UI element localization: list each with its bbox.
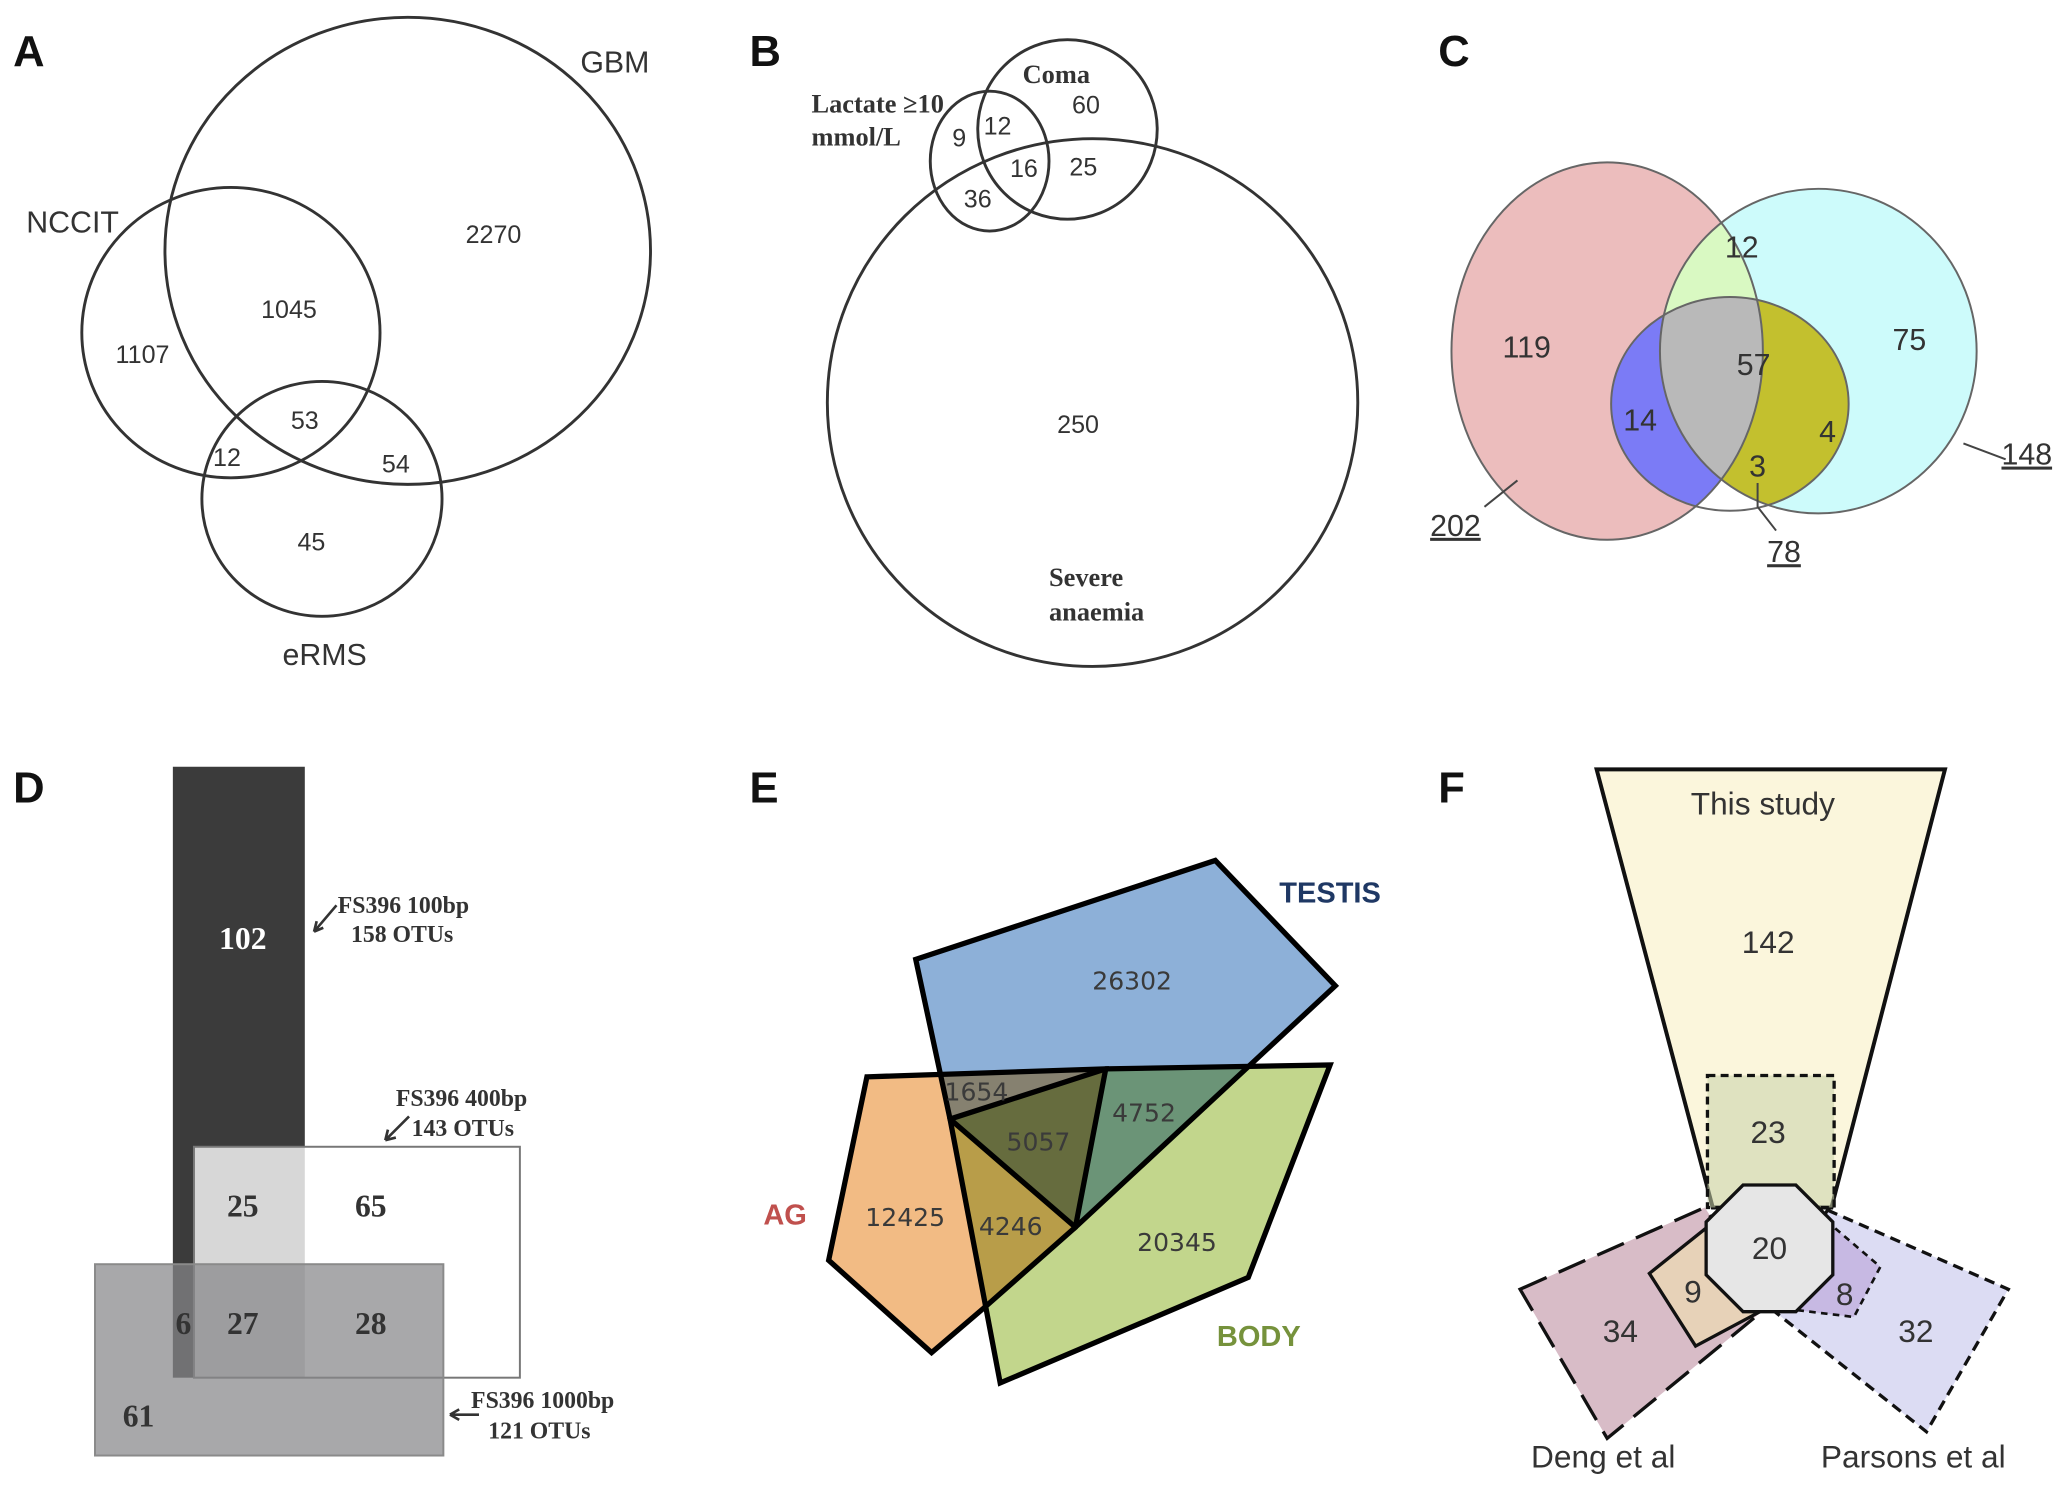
set-label-deng: Deng et al <box>1531 1438 1675 1474</box>
set-label-1000bp: FS396 1000bp <box>471 1388 614 1414</box>
region-count: 16 <box>1010 155 1038 183</box>
region-count: 20345 <box>1137 1228 1217 1257</box>
region-count: 12 <box>1725 231 1759 264</box>
coma-circle <box>976 38 1159 221</box>
region-count: 1654 <box>945 1078 1009 1107</box>
region-count: 45 <box>297 528 325 556</box>
region-count: 65 <box>355 1189 387 1224</box>
set-label-coma: Coma <box>1023 59 1090 89</box>
leader-line <box>1483 479 1519 508</box>
region-count: 5057 <box>1007 1128 1071 1157</box>
panel-a: A GBM NCCIT eRMS 2270 1045 1107 53 12 54… <box>13 15 652 672</box>
set-count-1000bp: 121 OTUs <box>488 1418 590 1444</box>
region-count: 25 <box>227 1189 259 1224</box>
arrow-icon <box>312 904 338 933</box>
erms-circle <box>200 380 444 618</box>
set-label-parsons: Parsons et al <box>1821 1438 2006 1474</box>
total-middle: 78 <box>1767 536 1801 569</box>
severe-anaemia-circle <box>825 137 1360 668</box>
gbm-circle <box>163 15 652 486</box>
region-count: 27 <box>227 1306 259 1341</box>
region-count: 75 <box>1892 324 1926 357</box>
region-count: 61 <box>123 1399 155 1434</box>
region-count: 12 <box>213 444 241 472</box>
set-1000bp-rect <box>94 1263 445 1457</box>
region-count: 4246 <box>979 1212 1043 1241</box>
region-count: 12 <box>984 113 1012 141</box>
total-right: 148 <box>2001 439 2052 472</box>
leader-line <box>1756 483 1777 532</box>
region-count: 36 <box>964 185 992 213</box>
panel-label-b: B <box>749 28 780 76</box>
set-label-ag: AG <box>763 1200 807 1232</box>
panel-label-a: A <box>13 28 44 76</box>
region-count: 119 <box>1502 332 1550 365</box>
set-label-nccit: NCCIT <box>26 206 119 239</box>
region-count: 9 <box>952 125 966 153</box>
set-label-this-study: This study <box>1691 785 1835 821</box>
region-count: 34 <box>1603 1313 1638 1349</box>
panel-b: B Lactate ≥10 mmol/L Coma Severe anaemia… <box>749 28 1360 668</box>
region-count: 102 <box>219 921 266 956</box>
region-count: 9 <box>1684 1273 1702 1309</box>
panel-label-c: C <box>1438 28 1469 76</box>
region-count: 60 <box>1072 92 1100 120</box>
region-count: 14 <box>1623 404 1657 437</box>
region-count: 6 <box>175 1306 191 1341</box>
region-count: 25 <box>1069 154 1097 182</box>
panel-label-f: F <box>1438 764 1465 812</box>
lactate-circle <box>928 89 1051 233</box>
region-count: 57 <box>1737 349 1771 382</box>
set-label-lactate: Lactate ≥10 <box>812 88 944 118</box>
region-count: 12425 <box>865 1203 945 1232</box>
arrow-icon <box>449 1408 479 1422</box>
region-count: 54 <box>382 450 410 478</box>
set-label-body: BODY <box>1217 1321 1301 1353</box>
region-count: 3 <box>1749 450 1766 483</box>
panel-label-d: D <box>13 764 44 812</box>
region-count: 53 <box>291 407 319 435</box>
set-count-400bp: 143 OTUs <box>412 1116 514 1142</box>
panel-label-e: E <box>749 764 778 812</box>
region-count: 2270 <box>466 221 522 249</box>
arrow-icon <box>384 1115 410 1142</box>
set-label-erms: eRMS <box>282 639 366 672</box>
set-label-testis: TESTIS <box>1279 878 1381 910</box>
region-count: 23 <box>1751 1114 1786 1150</box>
region-count: 142 <box>1742 924 1795 960</box>
set-label-100bp: FS396 100bp <box>338 893 469 919</box>
panel-e: E TESTIS AG BODY 26302 1654 5057 4752 12… <box>749 764 1381 1387</box>
region-count: 20 <box>1752 1230 1787 1266</box>
region-count: 26302 <box>1092 967 1172 996</box>
region-count: 1045 <box>261 296 317 324</box>
panel-c: C 119 12 57 75 14 4 3 202 78 148 <box>1430 28 2052 569</box>
nccit-circle <box>80 186 382 480</box>
region-count: 32 <box>1898 1313 1933 1349</box>
set-label-gbm: GBM <box>580 47 649 80</box>
region-count: 4 <box>1819 416 1836 449</box>
set-label-lactate-unit: mmol/L <box>812 121 901 151</box>
leader-line <box>1963 442 2007 461</box>
region-count: 28 <box>355 1306 387 1341</box>
total-left: 202 <box>1430 510 1481 543</box>
all-shared-octagon <box>1704 1183 1835 1314</box>
body-shape <box>950 1064 1331 1383</box>
panel-f: F This study 142 23 20 9 8 34 32 Deng et… <box>1438 764 2011 1474</box>
set-label-400bp: FS396 400bp <box>396 1086 527 1112</box>
set-label-anaemia-2: anaemia <box>1049 596 1144 626</box>
region-count: 250 <box>1057 411 1099 439</box>
region-count: 4752 <box>1112 1099 1176 1128</box>
set-count-100bp: 158 OTUs <box>351 922 453 948</box>
region-count: 8 <box>1836 1276 1854 1312</box>
panel-d: D 102 25 65 6 27 28 61 FS396 100bp 158 O… <box>13 764 614 1457</box>
set-label-anaemia: Severe <box>1049 562 1123 592</box>
region-count: 1107 <box>116 341 170 369</box>
